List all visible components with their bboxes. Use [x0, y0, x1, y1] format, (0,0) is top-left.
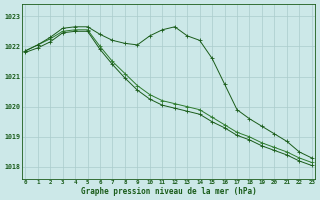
X-axis label: Graphe pression niveau de la mer (hPa): Graphe pression niveau de la mer (hPa) [81, 187, 256, 196]
